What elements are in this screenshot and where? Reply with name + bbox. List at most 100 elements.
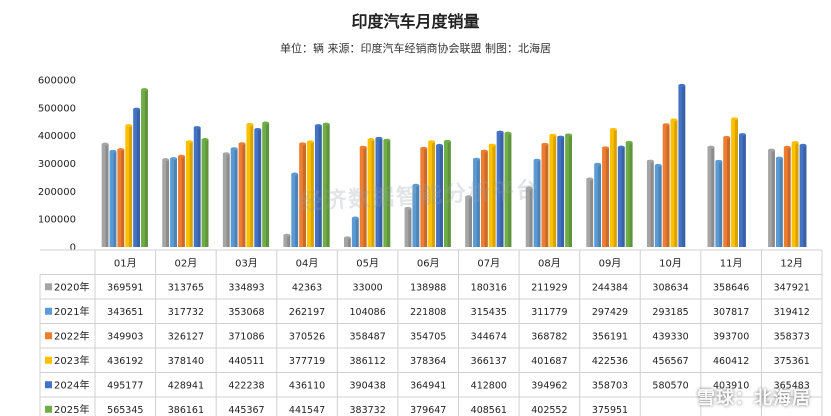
x-tick-label: 09月 <box>599 257 622 269</box>
bar-cap <box>670 118 678 122</box>
bar-shade <box>347 237 351 247</box>
x-tick-label: 06月 <box>417 257 440 269</box>
bar-cap <box>230 147 238 151</box>
bar-shade <box>787 147 791 247</box>
bar-shade <box>484 151 488 247</box>
bar-shade <box>553 135 557 247</box>
bar-shade <box>379 138 383 247</box>
bar-shade <box>173 158 177 247</box>
bar-cap <box>783 145 791 149</box>
bar-shade <box>197 127 201 247</box>
legend-label: 2022年 <box>54 329 89 342</box>
data-label: 319412 <box>774 307 810 318</box>
bar <box>799 145 807 247</box>
bar-cap <box>343 236 351 240</box>
bar-cap <box>662 123 670 127</box>
bar <box>177 156 185 247</box>
legend-label: 2025年 <box>54 403 89 416</box>
data-label: 439330 <box>652 331 688 342</box>
bar-cap <box>193 126 201 130</box>
bar-cap <box>307 140 314 144</box>
bar <box>707 147 715 247</box>
data-label: 495177 <box>107 380 143 391</box>
bar <box>549 135 557 247</box>
bar-cap <box>768 148 775 152</box>
data-label: 379647 <box>410 405 446 416</box>
bar-shade <box>492 145 496 247</box>
bar-shade <box>674 119 678 247</box>
bar-cap <box>646 159 654 163</box>
bar-cap <box>125 124 133 128</box>
bar-cap <box>185 140 193 144</box>
bar-shade <box>795 142 799 247</box>
data-label: 460412 <box>713 356 749 367</box>
bar-shade <box>658 165 662 247</box>
legend-swatch <box>45 332 52 340</box>
bar-shade <box>508 133 512 247</box>
data-label: 412800 <box>471 380 507 391</box>
bar <box>412 185 420 247</box>
data-label: 383732 <box>349 405 385 416</box>
data-label: 366137 <box>471 356 507 367</box>
bar-cap <box>609 127 617 131</box>
bar-shade <box>742 134 746 247</box>
data-label: 365483 <box>774 380 810 391</box>
bar-cap <box>594 162 602 166</box>
bar <box>428 141 436 247</box>
bar-cap <box>480 149 488 153</box>
bar-shade <box>408 208 412 247</box>
data-label: 375951 <box>592 405 628 416</box>
bar <box>125 125 133 247</box>
bar-shade <box>121 149 125 247</box>
bar <box>375 138 383 247</box>
bar <box>404 208 412 247</box>
bar <box>768 150 775 247</box>
bar-shade <box>226 153 230 247</box>
data-label: 358373 <box>774 331 810 342</box>
bar-shade <box>431 141 436 247</box>
x-tick-label: 04月 <box>296 257 319 269</box>
bar-cap <box>299 142 307 146</box>
data-label: 422238 <box>228 380 264 391</box>
data-label: 371086 <box>228 331 264 342</box>
bar-shade <box>711 147 715 247</box>
bar-cap <box>412 183 420 187</box>
bar-cap <box>162 158 170 162</box>
bar-shade <box>250 124 254 247</box>
data-label: 307817 <box>713 307 749 318</box>
data-label: 180316 <box>471 282 507 293</box>
legend-swatch <box>45 381 52 389</box>
data-label: 33000 <box>353 282 383 293</box>
bar-cap <box>238 142 246 146</box>
y-tick-label: 0 <box>70 243 76 254</box>
bar <box>193 127 201 247</box>
x-tick-label: 07月 <box>477 257 500 269</box>
bar <box>678 85 686 247</box>
bar-cap <box>283 233 291 237</box>
bar-cap <box>465 195 473 199</box>
bar <box>594 164 602 247</box>
bar-shade <box>727 137 731 247</box>
bar <box>141 89 148 247</box>
chart-subtitle: 单位：辆 来源：印度汽车经销商协会联盟 制图：北海居 <box>280 42 551 55</box>
data-label: 42363 <box>292 282 322 293</box>
bar <box>662 124 670 247</box>
bar <box>533 160 541 247</box>
bar <box>541 144 549 247</box>
bar-cap <box>525 186 533 190</box>
bar-cap <box>262 121 270 125</box>
bar-cap <box>314 124 322 128</box>
bar-shade <box>537 160 541 247</box>
bar <box>254 129 262 247</box>
data-label: 441547 <box>289 405 325 416</box>
x-tick-label: 05月 <box>356 257 379 269</box>
bar-shade <box>166 159 170 247</box>
bar-shade <box>590 178 594 247</box>
x-tick-label: 11月 <box>720 257 743 269</box>
bar-cap <box>246 122 254 126</box>
bar-shade <box>666 124 670 247</box>
bar-cap <box>707 145 715 149</box>
y-tick-label: 100000 <box>38 215 76 226</box>
bar-cap <box>428 140 436 144</box>
bar-cap <box>602 146 609 150</box>
